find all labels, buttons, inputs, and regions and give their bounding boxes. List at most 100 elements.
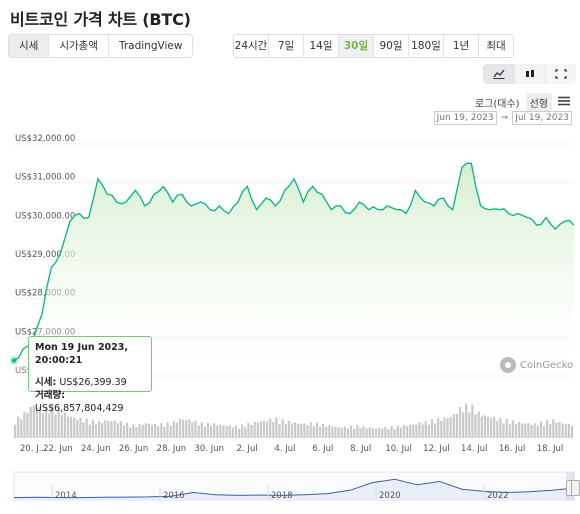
linear-scale-button[interactable]: 선형 bbox=[525, 93, 552, 112]
volume-bar bbox=[138, 424, 141, 438]
volume-bar bbox=[51, 403, 54, 438]
volume-bar bbox=[322, 423, 325, 438]
volume-bar bbox=[381, 428, 384, 438]
volume-bar bbox=[262, 420, 266, 438]
x-tick-label: 30. Jun bbox=[195, 444, 225, 454]
volume-bar bbox=[182, 419, 185, 438]
volume-bar bbox=[412, 424, 415, 438]
volume-bar bbox=[238, 428, 241, 438]
range-90d[interactable]: 90일 bbox=[374, 35, 409, 57]
volume-bar bbox=[228, 425, 231, 438]
date-from-input[interactable]: Jun 19, 2023 bbox=[433, 111, 497, 125]
date-range: Jun 19, 2023 → Jul 19, 2023 bbox=[433, 111, 572, 125]
volume-bar bbox=[337, 427, 340, 438]
volume-bar bbox=[356, 424, 359, 438]
fullscreen-icon bbox=[555, 69, 567, 79]
volume-bar bbox=[440, 420, 443, 438]
price-area bbox=[14, 163, 574, 376]
volume-bar bbox=[340, 428, 343, 438]
hover-point bbox=[12, 358, 16, 363]
date-to-input[interactable]: Jul 19, 2023 bbox=[512, 111, 572, 125]
volume-bar bbox=[362, 425, 365, 438]
volume-bar bbox=[54, 414, 57, 438]
range-24h[interactable]: 24시간 bbox=[234, 35, 269, 57]
volume-bar bbox=[378, 427, 381, 438]
volume-bar bbox=[234, 425, 238, 438]
volume-bar bbox=[23, 411, 26, 438]
range-max[interactable]: 최대 bbox=[479, 35, 513, 57]
tab-price[interactable]: 시세 bbox=[9, 35, 50, 57]
volume-bar bbox=[443, 417, 446, 438]
volume-bar bbox=[213, 423, 216, 438]
volume-bar bbox=[496, 420, 499, 438]
range-180d[interactable]: 180일 bbox=[409, 35, 444, 57]
navigator-handle-right[interactable] bbox=[571, 480, 580, 496]
volume-bar bbox=[26, 412, 29, 438]
volume-bar bbox=[287, 420, 290, 438]
arrow-right-icon: → bbox=[500, 113, 509, 123]
volume-bar bbox=[157, 426, 160, 438]
volume-bar bbox=[116, 423, 119, 438]
tab-market-cap[interactable]: 시가총액 bbox=[49, 35, 109, 57]
volume-bar bbox=[518, 421, 521, 438]
volume-bar bbox=[185, 419, 188, 438]
tab-tradingview[interactable]: TradingView bbox=[108, 35, 193, 57]
volume-bar bbox=[452, 414, 455, 438]
volume-bar bbox=[346, 428, 350, 438]
fullscreen-button[interactable] bbox=[545, 64, 576, 84]
volume-bar bbox=[542, 425, 546, 438]
volume-bar bbox=[203, 426, 206, 438]
volume-bar bbox=[200, 422, 203, 438]
volume-bar bbox=[175, 422, 178, 438]
volume-bar bbox=[29, 407, 32, 438]
x-tick-label: 10. Jul bbox=[385, 444, 411, 454]
volume-bar bbox=[521, 423, 524, 438]
volume-bar bbox=[402, 425, 406, 438]
volume-bar bbox=[502, 423, 505, 438]
volume-bar bbox=[290, 423, 294, 438]
log-scale-button[interactable]: 로그(대수) bbox=[474, 99, 520, 110]
range-14d[interactable]: 14일 bbox=[304, 35, 339, 57]
volume-bar bbox=[141, 424, 144, 438]
x-tick-label: 12. Jul bbox=[423, 444, 449, 454]
volume-bar bbox=[306, 425, 309, 438]
volume-bar bbox=[147, 423, 150, 438]
navigator-area bbox=[14, 479, 574, 500]
volume-bar bbox=[169, 425, 172, 438]
range-7d[interactable]: 7일 bbox=[269, 35, 304, 57]
volume-bar bbox=[334, 426, 337, 438]
range-30d[interactable]: 30일 bbox=[339, 35, 374, 57]
candlestick-icon bbox=[526, 70, 534, 77]
volume-bar bbox=[14, 424, 17, 438]
volume-bar bbox=[424, 420, 427, 438]
menu-icon[interactable] bbox=[558, 96, 570, 109]
volume-bar bbox=[98, 421, 101, 438]
volume-bar bbox=[533, 423, 536, 438]
line-chart-button[interactable] bbox=[483, 64, 514, 84]
volume-bar bbox=[272, 422, 275, 438]
volume-bar bbox=[552, 419, 555, 438]
volume-bar bbox=[275, 417, 278, 438]
navigator-label: 2018 bbox=[271, 491, 293, 501]
line-chart-icon bbox=[493, 69, 505, 79]
volume-bar bbox=[250, 424, 253, 438]
scale-toggle: 로그(대수) 선형 bbox=[469, 93, 570, 112]
volume-bar bbox=[210, 426, 213, 438]
candlestick-button[interactable] bbox=[514, 64, 545, 84]
volume-bar bbox=[303, 423, 306, 438]
volume-bar bbox=[253, 421, 256, 438]
volume-bar bbox=[300, 424, 303, 438]
volume-bar bbox=[527, 423, 530, 438]
volume-bar bbox=[66, 416, 70, 438]
volume-bar bbox=[188, 419, 191, 438]
volume-bar bbox=[343, 426, 346, 438]
y-tick-label: US$31,000.00 bbox=[15, 173, 75, 183]
volume-bar bbox=[48, 413, 51, 438]
range-1y[interactable]: 1년 bbox=[444, 35, 479, 57]
volume-bar bbox=[150, 425, 154, 438]
volume-bar bbox=[278, 424, 281, 438]
y-tick-label: US$30,000.00 bbox=[15, 211, 75, 221]
volume-bar bbox=[284, 424, 287, 438]
volume-bar bbox=[421, 424, 424, 438]
